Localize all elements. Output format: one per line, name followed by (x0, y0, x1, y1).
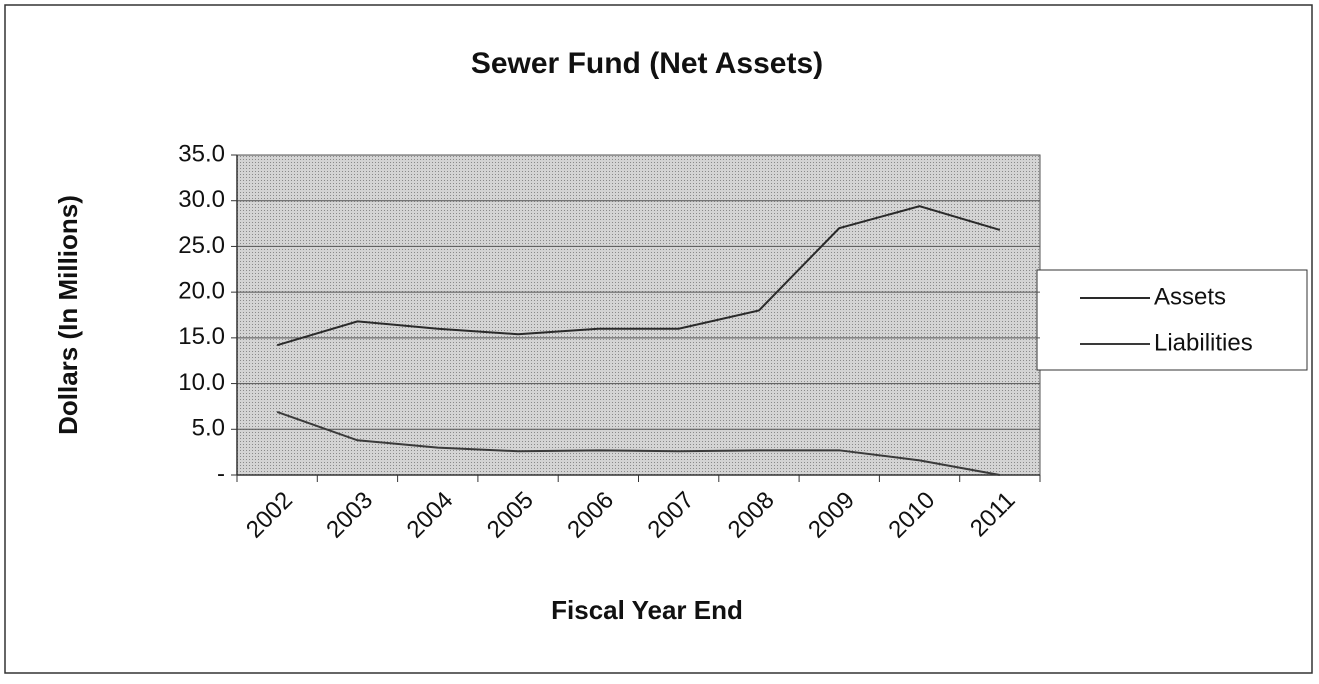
y-tick-label: - (217, 460, 225, 487)
legend-box (1036, 269, 1308, 371)
legend-label: Liabilities (1154, 329, 1253, 356)
x-axis-title: Fiscal Year End (551, 595, 743, 625)
y-tick-label: 20.0 (178, 277, 225, 304)
y-tick-label: 10.0 (178, 369, 225, 396)
plot-area (236, 154, 1041, 476)
y-tick-label: 15.0 (178, 323, 225, 350)
series-line (276, 410, 1001, 476)
y-axis-title: Dollars (In Millions) (53, 195, 83, 435)
y-tick-label: 25.0 (178, 232, 225, 259)
chart-title: Sewer Fund (Net Assets) (471, 47, 823, 80)
y-tick-label: 35.0 (178, 140, 225, 167)
series-line (276, 205, 1001, 347)
y-tick-label: 5.0 (192, 415, 225, 442)
y-tick-label: 30.0 (178, 186, 225, 213)
legend-label: Assets (1154, 283, 1226, 310)
